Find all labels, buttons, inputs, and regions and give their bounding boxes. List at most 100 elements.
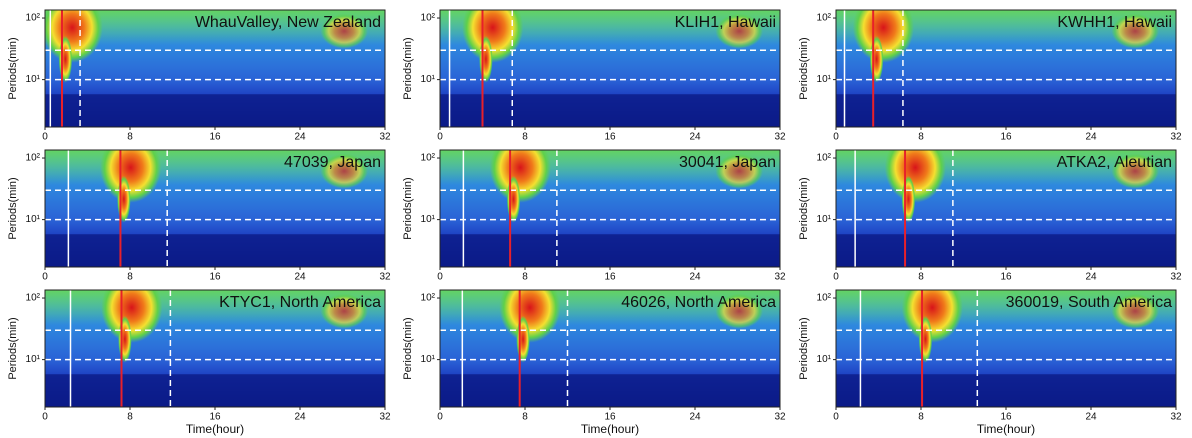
- x-tick-label: 0: [437, 272, 443, 283]
- panel-title: KLIH1, Hawaii: [675, 14, 776, 31]
- y-axis-label: Periods(min): [402, 177, 414, 239]
- low-period-band: [45, 374, 385, 407]
- x-tick-label: 32: [1170, 272, 1182, 283]
- energy-blob: [901, 290, 963, 343]
- x-tick-label: 8: [522, 412, 528, 423]
- energy-blob: [462, 10, 524, 63]
- y-tick-label: 10¹: [26, 74, 41, 85]
- energy-late: [1111, 13, 1159, 49]
- energy-blob: [499, 290, 561, 343]
- energy-tail: [118, 315, 132, 363]
- x-tick-label: 0: [42, 272, 48, 283]
- y-tick-label: 10¹: [421, 354, 436, 365]
- x-tick-label: 16: [1000, 132, 1012, 143]
- panel: [836, 10, 1176, 127]
- panel-title: 30041, Japan: [679, 154, 776, 171]
- panel-title: 47039, Japan: [284, 154, 381, 171]
- x-tick-label: 24: [1085, 132, 1097, 143]
- panel: [45, 290, 385, 407]
- x-tick-label: 0: [437, 412, 443, 423]
- x-tick-label: 16: [209, 412, 221, 423]
- x-tick-label: 8: [522, 272, 528, 283]
- x-axis-label: Time(hour): [581, 422, 639, 436]
- energy-tail: [869, 35, 884, 83]
- y-axis-label: Periods(min): [798, 37, 810, 99]
- x-tick-label: 8: [918, 132, 924, 143]
- x-tick-label: 32: [774, 412, 786, 423]
- energy-late: [320, 13, 369, 49]
- energy-late: [715, 153, 763, 189]
- x-tick-label: 16: [1000, 272, 1012, 283]
- y-tick-label: 10²: [26, 153, 41, 164]
- low-period-band: [45, 234, 385, 267]
- y-tick-label: 10¹: [26, 214, 41, 225]
- y-tick-label: 10²: [817, 153, 832, 164]
- panel-title: WhauValley, New Zealand: [195, 14, 381, 31]
- x-tick-label: 8: [127, 132, 133, 143]
- y-axis-label: Periods(min): [7, 177, 19, 239]
- x-tick-label: 32: [379, 272, 391, 283]
- y-axis-label: Periods(min): [402, 37, 414, 99]
- low-period-band: [440, 374, 780, 407]
- energy-late: [715, 293, 763, 329]
- y-tick-label: 10¹: [421, 214, 436, 225]
- low-period-band: [45, 94, 385, 127]
- energy-blob: [884, 150, 946, 203]
- x-tick-label: 24: [294, 272, 306, 283]
- energy-tail: [117, 175, 131, 223]
- y-tick-label: 10²: [421, 293, 436, 304]
- x-tick-label: 0: [833, 272, 839, 283]
- x-tick-label: 24: [1085, 272, 1097, 283]
- x-tick-label: 16: [209, 132, 221, 143]
- x-tick-label: 24: [689, 412, 701, 423]
- low-period-band: [836, 374, 1176, 407]
- panel: [836, 290, 1176, 407]
- x-tick-label: 0: [833, 132, 839, 143]
- energy-tail: [479, 35, 493, 83]
- x-tick-label: 0: [42, 132, 48, 143]
- x-tick-label: 0: [42, 412, 48, 423]
- x-tick-label: 16: [1000, 412, 1012, 423]
- energy-tail: [506, 175, 521, 223]
- x-tick-label: 16: [604, 272, 616, 283]
- energy-late: [1111, 153, 1159, 189]
- x-tick-label: 16: [209, 272, 221, 283]
- energy-tail: [918, 315, 933, 363]
- energy-blob: [489, 150, 551, 203]
- x-tick-label: 16: [604, 132, 616, 143]
- panel-title: 360019, South America: [1006, 294, 1172, 311]
- y-tick-label: 10²: [26, 13, 41, 24]
- x-tick-label: 0: [437, 132, 443, 143]
- panel: [440, 150, 780, 267]
- panel: [440, 10, 780, 127]
- panel: [45, 10, 385, 127]
- energy-tail: [901, 175, 916, 223]
- x-tick-label: 32: [379, 412, 391, 423]
- energy-late: [1111, 293, 1159, 329]
- energy-tail: [58, 35, 73, 83]
- y-tick-label: 10²: [26, 293, 41, 304]
- y-tick-label: 10²: [817, 293, 832, 304]
- y-axis-label: Periods(min): [798, 317, 810, 379]
- y-tick-label: 10²: [421, 153, 436, 164]
- x-axis-label: Time(hour): [977, 422, 1035, 436]
- y-tick-label: 10¹: [817, 354, 832, 365]
- energy-blob: [100, 150, 162, 203]
- y-tick-label: 10¹: [817, 74, 832, 85]
- y-tick-label: 10¹: [421, 74, 436, 85]
- low-period-band: [440, 234, 780, 267]
- x-tick-label: 24: [294, 412, 306, 423]
- y-tick-label: 10²: [817, 13, 832, 24]
- panel-title: ATKA2, Aleutian: [1057, 154, 1172, 171]
- y-tick-label: 10¹: [26, 354, 41, 365]
- x-tick-label: 32: [774, 272, 786, 283]
- x-tick-label: 8: [127, 412, 133, 423]
- x-tick-label: 0: [833, 412, 839, 423]
- energy-late: [320, 153, 369, 189]
- panel: [440, 290, 780, 407]
- low-period-band: [836, 234, 1176, 267]
- y-tick-label: 10²: [421, 13, 436, 24]
- x-tick-label: 8: [918, 412, 924, 423]
- low-period-band: [836, 94, 1176, 127]
